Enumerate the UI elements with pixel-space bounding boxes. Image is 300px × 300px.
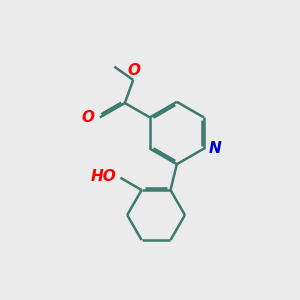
Text: O: O bbox=[128, 63, 141, 78]
Text: N: N bbox=[209, 141, 222, 156]
Text: O: O bbox=[81, 110, 94, 125]
Text: HO: HO bbox=[91, 169, 117, 184]
